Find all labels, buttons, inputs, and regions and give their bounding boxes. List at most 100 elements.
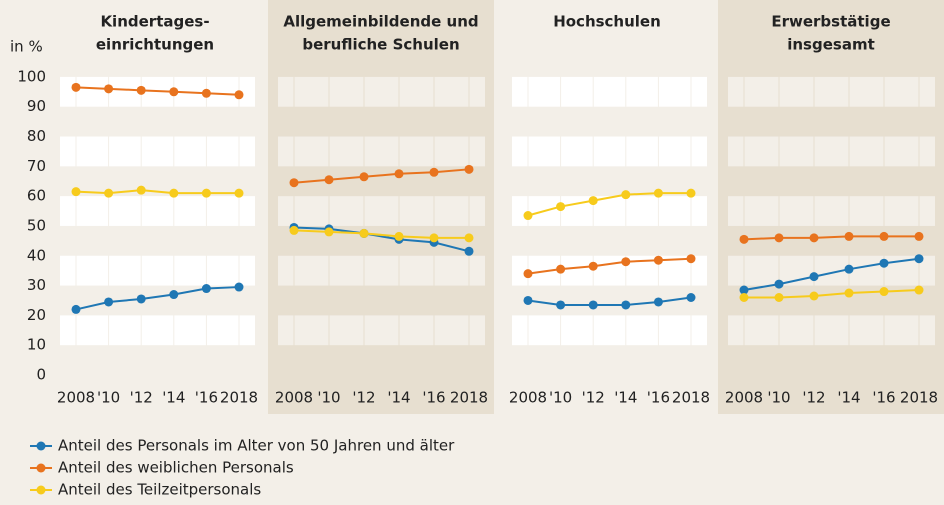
grid-band: [728, 136, 935, 167]
x-tick-label: 2018: [220, 389, 258, 407]
data-point: [104, 297, 114, 307]
x-tick-label: 2008: [57, 389, 95, 407]
data-point: [844, 231, 854, 241]
grid-band: [60, 136, 255, 167]
grid-band: [278, 255, 485, 286]
data-point: [739, 285, 749, 295]
grid-band: [278, 196, 485, 226]
data-point: [686, 188, 696, 198]
data-point: [914, 285, 924, 295]
grid-band: [278, 315, 485, 346]
series-line: [527, 296, 692, 306]
data-point: [774, 279, 784, 289]
data-point: [201, 188, 211, 198]
data-point: [844, 288, 854, 298]
x-tick-label: 2008: [725, 389, 763, 407]
x-tick-label: '16: [422, 389, 445, 407]
legend-marker: [36, 485, 46, 495]
data-point: [556, 264, 566, 274]
y-tick-label: 90: [27, 97, 46, 115]
series-line: [293, 229, 469, 239]
data-point: [136, 185, 146, 195]
series-line: [527, 257, 692, 275]
x-tick-label: '12: [130, 389, 153, 407]
series-line: [743, 235, 919, 241]
data-point: [429, 167, 439, 177]
legend-label: Anteil des Teilzeitpersonals: [58, 481, 261, 499]
y-tick-label: 30: [27, 276, 46, 294]
panel-title: Kindertages-: [100, 13, 209, 31]
y-tick-label: 40: [27, 246, 46, 264]
data-point: [71, 82, 81, 92]
data-point: [324, 227, 334, 237]
grid-band: [60, 315, 255, 346]
data-point: [324, 175, 334, 185]
data-point: [653, 188, 663, 198]
panel-title: berufliche Schulen: [302, 36, 459, 54]
legend-marker: [36, 441, 46, 451]
y-tick-label: 20: [27, 306, 46, 324]
data-point: [556, 202, 566, 212]
legend-label: Anteil des Personals im Alter von 50 Jah…: [58, 437, 455, 455]
data-point: [879, 258, 889, 268]
series-line: [75, 86, 240, 96]
data-point: [686, 292, 696, 302]
x-tick-label: '12: [802, 389, 825, 407]
x-tick-label: '14: [387, 389, 410, 407]
x-tick-label: '10: [317, 389, 340, 407]
data-point: [359, 228, 369, 238]
data-point: [588, 261, 598, 271]
data-point: [844, 264, 854, 274]
legend-marker: [36, 463, 46, 473]
data-point: [201, 284, 211, 294]
x-tick-label: '14: [614, 389, 637, 407]
data-point: [394, 231, 404, 241]
x-tick-label: 2018: [900, 389, 938, 407]
data-point: [234, 282, 244, 292]
data-point: [359, 172, 369, 182]
series-line: [293, 226, 470, 253]
grid-band: [728, 315, 935, 346]
x-tick-label: '16: [647, 389, 670, 407]
data-point: [879, 231, 889, 241]
data-point: [809, 291, 819, 301]
grid-band: [60, 255, 255, 286]
data-point: [71, 304, 81, 314]
data-point: [588, 196, 598, 206]
grid-band: [278, 76, 485, 107]
data-point: [104, 84, 114, 94]
data-point: [201, 88, 211, 98]
data-point: [621, 190, 631, 200]
series-line: [75, 189, 239, 195]
data-point: [289, 225, 299, 235]
data-point: [169, 290, 179, 300]
data-point: [464, 233, 474, 243]
data-point: [136, 294, 146, 304]
x-tick-label: '16: [195, 389, 218, 407]
data-point: [71, 187, 81, 197]
data-point: [523, 211, 533, 221]
y-tick-label: 100: [17, 67, 46, 85]
data-point: [686, 254, 696, 264]
grid-band: [278, 136, 485, 167]
data-point: [774, 233, 784, 243]
data-point: [879, 287, 889, 297]
series-line: [744, 289, 920, 299]
grid-band: [728, 196, 935, 226]
data-point: [914, 231, 924, 241]
x-tick-label: 2018: [450, 389, 488, 407]
data-point: [914, 254, 924, 264]
series-line: [293, 168, 470, 184]
data-point: [464, 246, 474, 256]
grid-band: [728, 76, 935, 107]
series-line: [75, 286, 240, 311]
y-tick-label: 70: [27, 157, 46, 175]
data-point: [169, 188, 179, 198]
data-point: [169, 87, 179, 97]
series-line: [527, 192, 691, 217]
y-tick-label: 50: [27, 216, 46, 234]
legend-label: Anteil des weiblichen Personals: [58, 459, 294, 477]
data-point: [289, 178, 299, 188]
grid-band: [512, 76, 707, 107]
